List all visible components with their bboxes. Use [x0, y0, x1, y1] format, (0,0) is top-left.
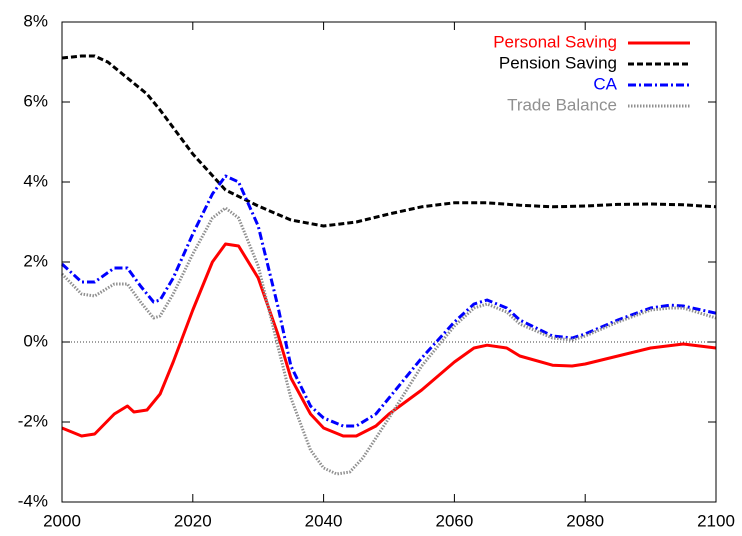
- series-line: [61, 54, 717, 228]
- series-line: [61, 242, 717, 438]
- x-tick-label: 2000: [43, 511, 81, 530]
- legend-label: Personal Saving: [493, 32, 617, 51]
- legend-label: Trade Balance: [507, 95, 617, 114]
- y-tick-label: -2%: [18, 411, 48, 430]
- series-line: [60, 206, 717, 476]
- plot-frame: [61, 21, 717, 503]
- series-line: [60, 174, 717, 428]
- y-tick-label: -4%: [18, 491, 48, 510]
- x-tick-label: 2080: [566, 511, 604, 530]
- y-tick-label: 0%: [23, 331, 48, 350]
- y-tick-label: 4%: [23, 171, 48, 190]
- y-tick-label: 2%: [23, 251, 48, 270]
- x-tick-label: 2100: [697, 511, 735, 530]
- y-tick-label: 8%: [23, 11, 48, 30]
- legend-label: Pension Saving: [499, 53, 617, 72]
- x-tick-label: 2020: [174, 511, 212, 530]
- x-tick-label: 2040: [305, 511, 343, 530]
- legend-label: CA: [593, 74, 617, 93]
- y-tick-label: 6%: [23, 91, 48, 110]
- x-tick-label: 2060: [435, 511, 473, 530]
